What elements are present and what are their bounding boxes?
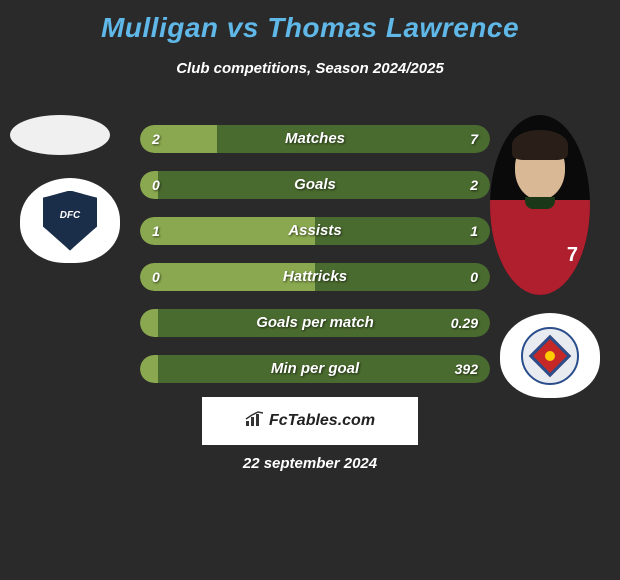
player-right-photo: 7 — [490, 115, 590, 295]
stat-label: Hattricks — [140, 263, 490, 291]
stat-value-right: 0 — [470, 263, 478, 291]
comparison-infographic: Mulligan vs Thomas Lawrence Club competi… — [0, 0, 620, 580]
stat-value-right: 2 — [470, 171, 478, 199]
stat-label: Assists — [140, 217, 490, 245]
chart-icon — [245, 411, 265, 432]
page-title: Mulligan vs Thomas Lawrence — [0, 0, 620, 44]
page-subtitle: Club competitions, Season 2024/2025 — [0, 60, 620, 77]
stat-label: Goals — [140, 171, 490, 199]
stat-row: Goals per match 0.29 — [140, 309, 490, 337]
player-hair — [512, 130, 568, 160]
brand-footer: FcTables.com — [202, 397, 418, 445]
player-jersey-number: 7 — [567, 244, 578, 267]
brand-text: FcTables.com — [269, 412, 375, 430]
stat-row: 1 Assists 1 — [140, 217, 490, 245]
stat-value-right: 392 — [455, 355, 478, 383]
stats-area: 2 Matches 7 0 Goals 2 1 Assists 1 — [140, 125, 490, 401]
stat-value-right: 1 — [470, 217, 478, 245]
player-left-club-badge — [20, 178, 120, 263]
player-collar — [525, 197, 555, 209]
stat-label: Min per goal — [140, 355, 490, 383]
stat-row: 0 Hattricks 0 — [140, 263, 490, 291]
player-left-photo — [10, 115, 110, 155]
stat-value-right: 7 — [470, 125, 478, 153]
stat-row: Min per goal 392 — [140, 355, 490, 383]
stat-value-right: 0.29 — [451, 309, 478, 337]
stat-label: Matches — [140, 125, 490, 153]
club-inner-icon — [529, 334, 571, 376]
stat-row: 2 Matches 7 — [140, 125, 490, 153]
stat-row: 0 Goals 2 — [140, 171, 490, 199]
date-text: 22 september 2024 — [0, 455, 620, 472]
stat-label: Goals per match — [140, 309, 490, 337]
club-circle-icon — [521, 327, 579, 385]
player-right-club-badge — [500, 313, 600, 398]
club-shield-icon — [43, 191, 97, 251]
